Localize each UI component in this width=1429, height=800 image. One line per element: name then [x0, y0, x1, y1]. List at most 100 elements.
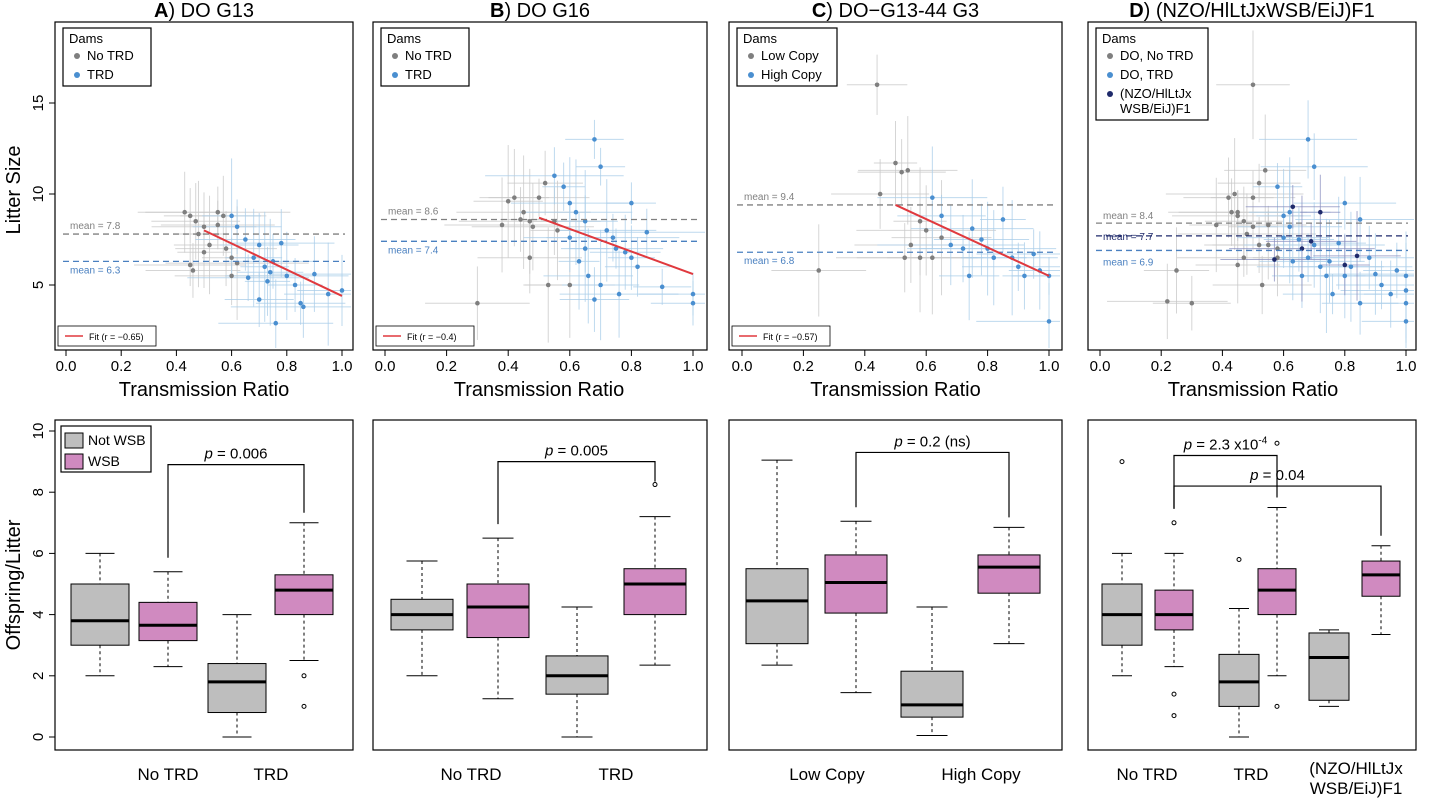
data-point — [991, 255, 997, 260]
panel-title-text: ) DO−G13-44 G3 — [826, 0, 979, 22]
legend-marker — [1107, 91, 1113, 97]
x-tick-label: 0.6 — [1273, 358, 1294, 375]
p-value-text: = 2.3 x10 — [1192, 436, 1258, 453]
legend-marker — [1107, 72, 1113, 78]
data-point — [1330, 291, 1335, 297]
plot-frame — [1087, 419, 1417, 751]
fit-legend-label: Fit (r = −0.4) — [407, 332, 457, 342]
p-value-label: p = 0.005 — [544, 443, 608, 460]
panel-title-text: ) (NZO/HlLtJxWSB/EiJ)F1 — [1144, 0, 1375, 22]
box-legend-swatch — [64, 432, 84, 449]
data-point — [1403, 319, 1409, 324]
p-symbol: p — [1249, 467, 1258, 484]
data-point — [1342, 200, 1348, 206]
box-wsb — [274, 522, 334, 709]
data-point — [273, 320, 279, 326]
data-point — [1165, 299, 1170, 304]
box-iqr — [900, 670, 964, 718]
legend-label: WSB/EiJ)F1 — [1120, 101, 1191, 116]
data-point — [1290, 259, 1296, 264]
x-tick-label: 0.6 — [916, 358, 937, 375]
legend-label: Low Copy — [761, 48, 819, 63]
data-point — [1379, 282, 1384, 288]
boxplot-panel-a: 0 2 4 6 8 10 Offspring/Litter No TRD TRD p = 0.00… — [3, 419, 354, 784]
data-point — [536, 195, 542, 200]
outlier — [1171, 520, 1177, 526]
data-point — [190, 268, 196, 273]
mean-label: mean = 7.7 — [1103, 232, 1154, 243]
category-label: No TRD — [1116, 765, 1177, 784]
scatter-panel-b: B) DO G16 0.0 0.2 0.4 0.6 0.8 1.0 Transmission … — [372, 0, 708, 401]
p-value-text: = 0.006 — [213, 446, 268, 463]
data-point — [1174, 268, 1179, 273]
y-tick-label: 0 — [30, 733, 47, 741]
x-axis-label: Transmission Ratio — [810, 379, 980, 401]
data-point — [1031, 251, 1036, 257]
data-point — [979, 237, 984, 242]
outlier — [1171, 713, 1177, 719]
data-point — [908, 242, 914, 248]
data-point — [1232, 191, 1237, 197]
data-point — [635, 264, 640, 270]
outlier — [1119, 459, 1125, 465]
data-point — [1259, 282, 1265, 288]
panel-title-text: ) DO G13 — [168, 0, 254, 22]
data-point — [874, 82, 880, 88]
panel-letter: C — [812, 0, 826, 22]
data-point — [555, 228, 560, 233]
fit-legend-label: Fit (r = −0.65) — [89, 332, 144, 342]
boxplot-panel-d: No TRD TRD (NZO/HlLtJxWSB/EiJ)F1 p = 2.3 x1… — [1087, 419, 1417, 798]
data-point — [243, 237, 248, 242]
data-point — [598, 164, 603, 169]
data-point — [221, 213, 226, 219]
mean-label: mean = 8.4 — [1103, 211, 1154, 222]
data-point — [265, 279, 270, 284]
data-point — [229, 213, 234, 219]
data-point — [1327, 259, 1332, 264]
x-tick-label: 0.4 — [166, 358, 187, 375]
p-value-label: p = 0.006 — [204, 446, 268, 463]
boxplot-panel-b: No TRD TRD p = 0.005 — [372, 419, 708, 784]
significance-bracket: p = 2.3 x10-4 — [1173, 435, 1278, 509]
legend: Dams No TRD TRD — [62, 27, 152, 87]
data-point — [582, 219, 588, 224]
p-symbol: p — [204, 446, 213, 463]
data-point — [325, 291, 331, 297]
data-point — [1324, 273, 1329, 279]
box-wsb — [466, 537, 530, 700]
fit-legend-box — [731, 325, 831, 347]
box-iqr — [138, 601, 198, 642]
legend-marker — [392, 53, 398, 59]
x-tick-label: 0.0 — [56, 358, 77, 375]
series-no-trd — [425, 145, 615, 343]
data-point — [1311, 164, 1317, 169]
box-iqr — [274, 574, 334, 616]
x-tick-label: 0.0 — [1090, 358, 1111, 375]
data-point — [1016, 264, 1021, 270]
x-tick-label: 0.4 — [1212, 358, 1233, 375]
legend-marker — [392, 72, 398, 78]
data-point — [1403, 300, 1409, 306]
legend-label: DO, TRD — [1120, 67, 1173, 82]
data-point — [1305, 137, 1311, 142]
fit-legend: Fit (r = −0.57) — [731, 325, 831, 347]
data-point — [207, 242, 212, 248]
box-not-wsb — [1101, 459, 1143, 677]
data-point — [530, 224, 536, 230]
panel-title: D) (NZO/HlLtJxWSB/EiJ)F1 — [1129, 0, 1375, 22]
outlier — [1274, 440, 1280, 446]
data-point — [690, 300, 696, 306]
data-point — [598, 282, 603, 288]
panel-letter: A — [154, 0, 168, 22]
data-point — [939, 213, 944, 219]
data-point — [545, 282, 551, 288]
data-point — [877, 191, 883, 197]
x-tick-label: 1.0 — [683, 358, 704, 375]
mean-label: mean = 6.3 — [70, 265, 121, 276]
box-wsb — [824, 520, 888, 694]
data-point — [1226, 195, 1231, 200]
data-point — [939, 235, 944, 240]
data-point — [948, 242, 954, 248]
data-point — [592, 297, 597, 302]
